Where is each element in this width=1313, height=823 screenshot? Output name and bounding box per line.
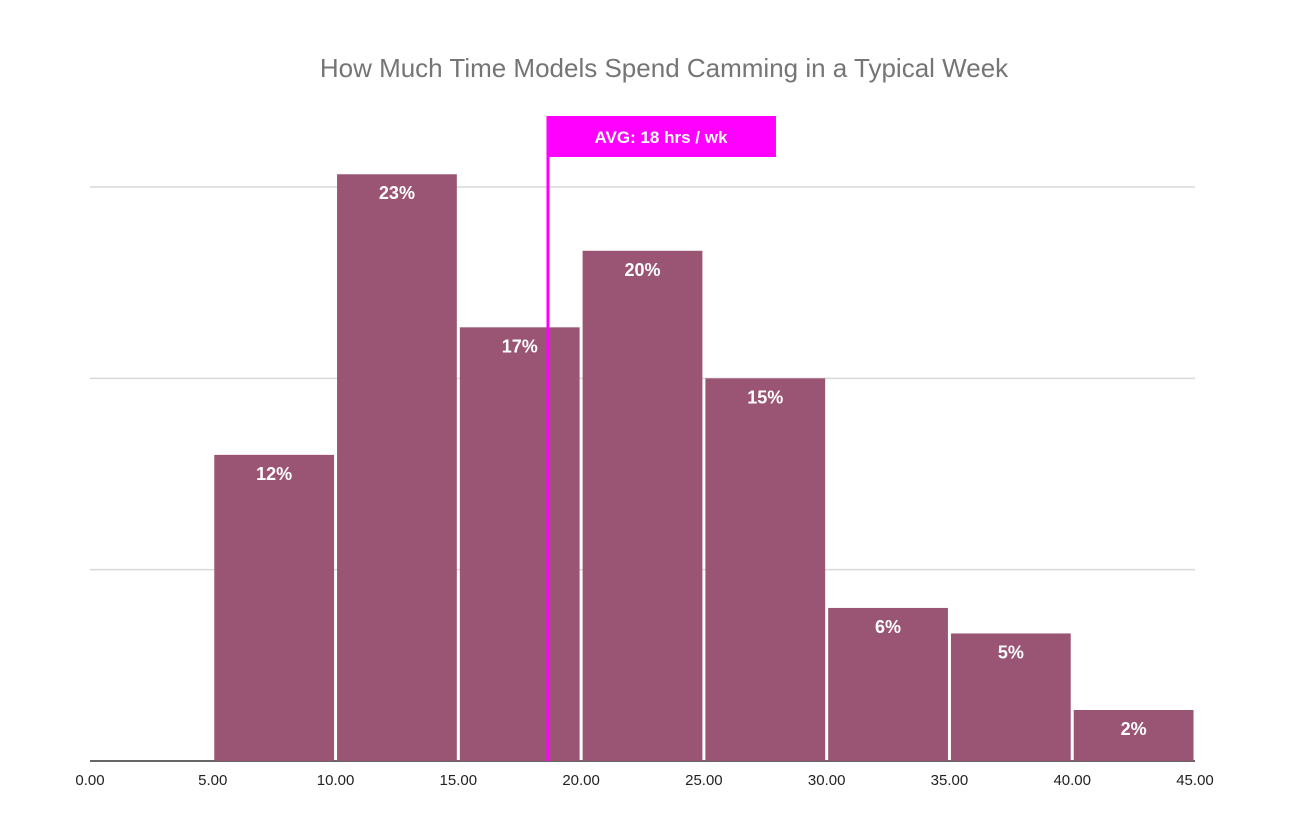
data-label: 12% (256, 464, 292, 484)
data-label: 15% (747, 387, 783, 407)
bar (828, 607, 948, 761)
data-label: 20% (624, 260, 660, 280)
bar (337, 174, 457, 761)
x-tick-label: 20.00 (562, 772, 600, 789)
bar (582, 250, 703, 761)
bar (1073, 709, 1194, 761)
bar (950, 633, 1071, 761)
data-label: 6% (875, 617, 901, 637)
average-label: AVG: 18 hrs / wk (595, 128, 728, 147)
chart-title: How Much Time Models Spend Camming in a … (320, 53, 1009, 83)
bar (459, 327, 580, 761)
x-tick-label: 30.00 (808, 772, 846, 789)
data-label: 5% (998, 642, 1024, 662)
x-tick-label: 45.00 (1176, 772, 1214, 789)
data-label: 17% (502, 336, 538, 356)
x-tick-label: 35.00 (931, 772, 969, 789)
x-tick-label: 25.00 (685, 772, 723, 789)
bar (214, 454, 335, 761)
x-tick-label: 10.00 (317, 772, 355, 789)
x-tick-label: 40.00 (1053, 772, 1091, 789)
x-tick-label: 5.00 (198, 772, 227, 789)
x-tick-label: 15.00 (440, 772, 478, 789)
average-label-box (546, 116, 776, 157)
x-tick-label: 0.00 (75, 772, 104, 789)
bar (705, 378, 826, 761)
data-label: 23% (379, 183, 415, 203)
data-label: 2% (1121, 719, 1147, 739)
